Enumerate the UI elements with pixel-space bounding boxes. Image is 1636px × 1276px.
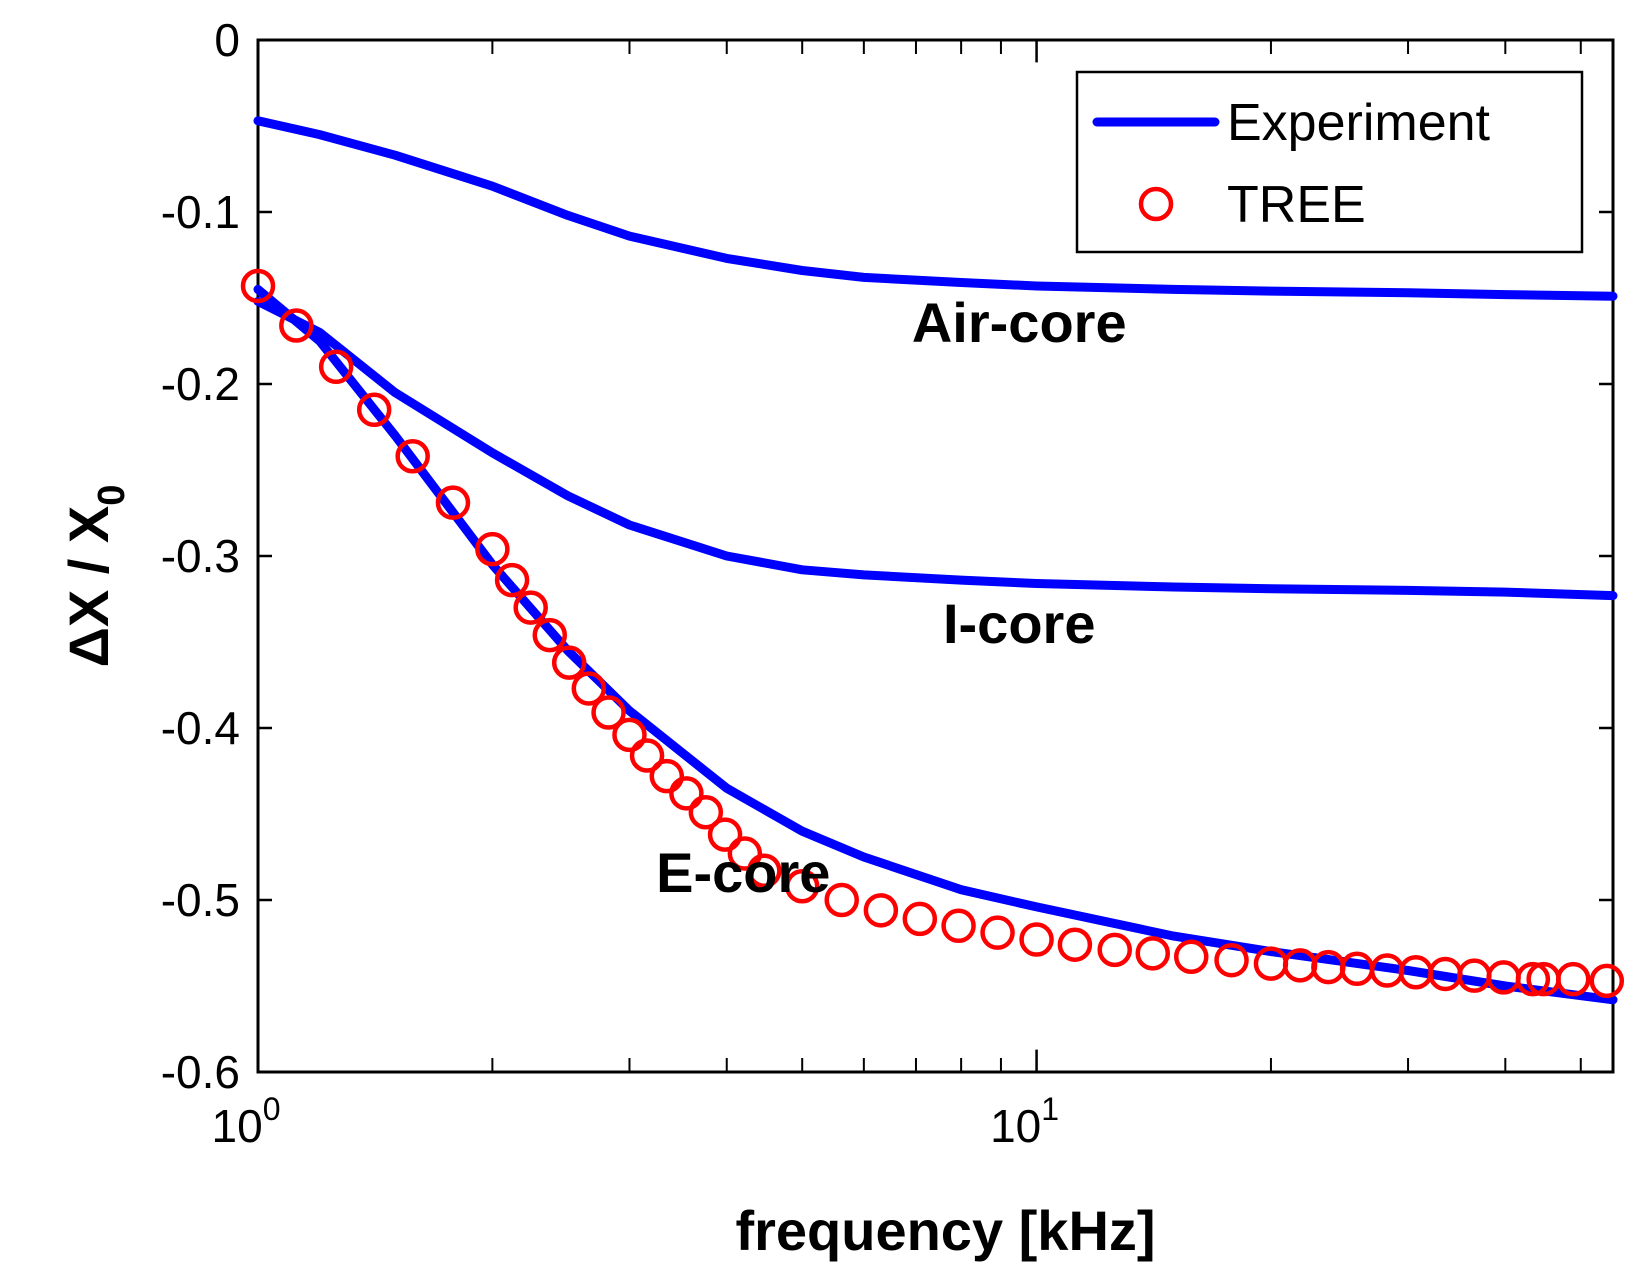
tree-point <box>435 485 471 520</box>
tree-point <box>669 776 704 811</box>
annotation-e-core: E-core <box>656 841 830 904</box>
y-axis-title-main: ΔX / X <box>57 506 120 668</box>
legend: Experiment TREE <box>1075 70 1584 254</box>
x-tick-label: 101 <box>990 1091 1059 1152</box>
tree-point <box>941 908 976 944</box>
tree-point <box>784 868 820 904</box>
tree-point <box>1515 961 1551 997</box>
tree-point <box>475 531 510 567</box>
tree-point <box>727 836 763 871</box>
experiment-line-e-core <box>253 284 1618 1005</box>
y-tick-label: -0.2 <box>161 358 240 410</box>
tree-point <box>318 349 354 385</box>
tree-point <box>612 717 647 753</box>
y-tick-label: -0.3 <box>161 530 240 582</box>
legend-label-tree: TREE <box>1227 176 1366 234</box>
tree-point <box>707 817 743 852</box>
y-tick-label: 0 <box>214 14 240 66</box>
tree-point <box>532 617 568 653</box>
x-tick-label: 100 <box>212 1091 281 1152</box>
tree-point <box>571 671 607 706</box>
series-layer <box>240 116 1625 1005</box>
x-tick-label-base: 10 <box>212 1100 263 1152</box>
y-axis-title-subscript: 0 <box>91 485 133 506</box>
x-tick-label-base: 10 <box>990 1100 1041 1152</box>
tree-point <box>513 590 548 625</box>
tree-point <box>902 901 938 937</box>
axis-ticks <box>256 38 1613 1074</box>
tree-point <box>1097 932 1132 968</box>
legend-box <box>1075 70 1584 254</box>
tree-point <box>551 645 587 680</box>
tree-point <box>1556 961 1591 997</box>
annotation-air-core: Air-core <box>912 291 1127 354</box>
tree-point <box>591 695 626 730</box>
tree-point <box>240 268 276 304</box>
tree-point <box>1214 942 1249 978</box>
x-tick-label-exponent: 0 <box>263 1091 281 1127</box>
experiment-line-air-core <box>253 116 1618 301</box>
y-tick-label: -0.1 <box>161 186 240 238</box>
legend-tree-marker <box>1138 186 1174 222</box>
x-axis-title: frequency [kHz] <box>735 1199 1155 1262</box>
annotations: Air-core I-core E-core <box>656 291 1126 904</box>
tree-point <box>279 308 314 343</box>
tree-point <box>494 562 530 598</box>
tree-point <box>649 758 685 794</box>
legend-label-experiment: Experiment <box>1227 94 1491 152</box>
tree-point <box>1589 963 1625 999</box>
y-tick-label: -0.6 <box>161 1046 240 1098</box>
tree-point <box>980 915 1015 950</box>
tree-point <box>688 795 724 830</box>
y-tick-labels: 0 -0.1 -0.2 -0.3 -0.4 -0.5 -0.6 <box>161 14 240 1098</box>
x-tick-label-exponent: 1 <box>1041 1091 1059 1127</box>
tree-point <box>747 853 782 889</box>
tree-point <box>1135 936 1171 971</box>
y-axis-title: ΔX / X0 <box>57 485 133 668</box>
tree-point <box>824 882 859 918</box>
tree-point <box>863 893 899 928</box>
tree-point <box>1019 922 1054 957</box>
experiment-line-i-core <box>253 296 1618 601</box>
tree-point <box>629 738 665 773</box>
tree-point <box>1057 927 1093 962</box>
tree-point <box>356 392 392 428</box>
y-tick-label: -0.4 <box>161 702 240 754</box>
tree-point <box>395 438 430 474</box>
tree-point <box>1173 939 1209 975</box>
x-tick-labels: 100 101 <box>212 1091 1060 1152</box>
annotation-i-core: I-core <box>943 592 1096 655</box>
y-tick-label: -0.5 <box>161 874 240 926</box>
plot-area: Air-core I-core E-core <box>240 38 1625 1074</box>
